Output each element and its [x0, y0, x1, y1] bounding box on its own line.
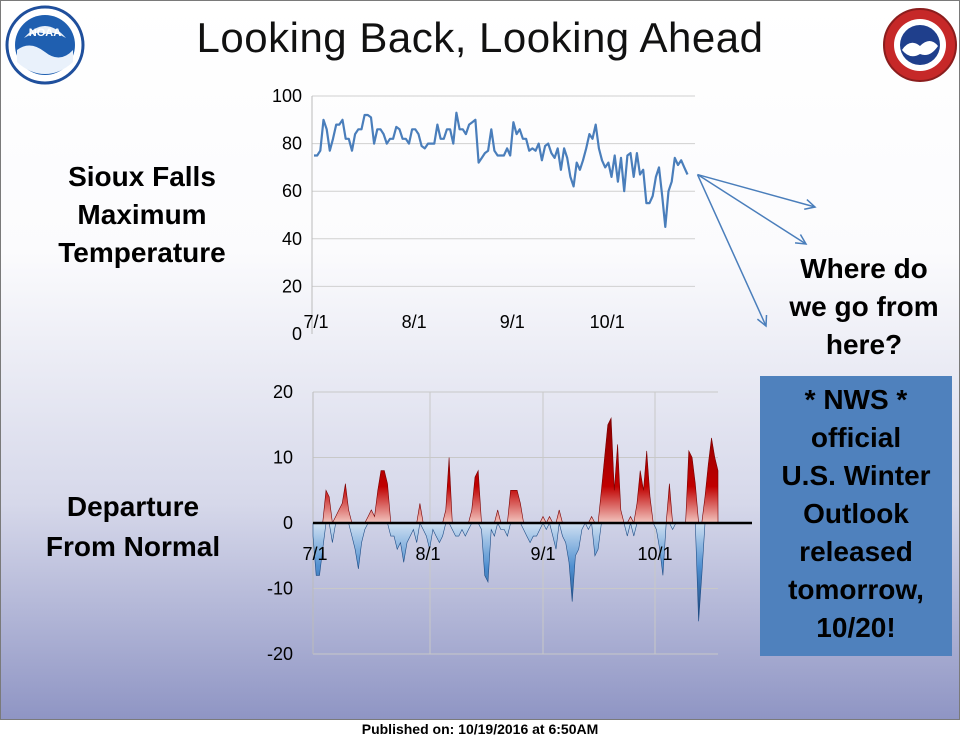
footer-published: Published on: 10/19/2016 at 6:50AM	[361, 721, 599, 737]
chart1-ytick-label: 0	[292, 324, 302, 344]
outlook-line7: 10/20!	[816, 612, 896, 643]
question-line1: Where do	[800, 253, 928, 284]
outlook-box	[760, 376, 952, 656]
departure-label-line2: From Normal	[45, 531, 221, 562]
question-line3: here?	[825, 329, 903, 360]
annotation-arrow	[697, 173, 816, 208]
question-text: Where do we go from here?	[760, 250, 960, 364]
annotation-arrowhead	[756, 314, 768, 328]
outlook-text: * NWS * official U.S. Winter Outlook rel…	[760, 381, 952, 647]
chart2-ytick-label: 10	[273, 448, 293, 468]
chart2-ytick-label: 20	[273, 382, 293, 402]
outlook-line6: tomorrow,	[788, 574, 924, 605]
question-line2: we go from	[789, 291, 939, 322]
chart1-ytick-label: 60	[282, 181, 302, 201]
max-temperature-label-line1: Sioux Falls	[68, 161, 216, 192]
chart1-xtick-label: 8/1	[402, 312, 427, 332]
annotation-arrow	[697, 173, 807, 245]
max-temperature-label-line2: Maximum	[77, 199, 207, 230]
chart2-ytick-label: -20	[267, 644, 293, 664]
chart1-xtick-label: 9/1	[500, 312, 525, 332]
departure-label: Departure From Normal	[18, 487, 248, 567]
annotation-arrowhead	[794, 234, 808, 245]
chart2-ytick-label: -10	[267, 579, 293, 599]
chart1-series-line	[314, 111, 689, 228]
chart1-ytick-label: 80	[282, 134, 302, 154]
outlook-line5: released	[799, 536, 913, 567]
departure-label-line1: Departure	[66, 491, 200, 522]
annotation-arrow	[696, 174, 767, 327]
chart2-positive-area	[313, 417, 719, 525]
max-temperature-label-line3: Temperature	[58, 237, 226, 268]
chart2-negative-area	[312, 521, 718, 622]
outlook-line3: U.S. Winter	[781, 460, 931, 491]
chart1-ytick-label: 20	[282, 276, 302, 296]
chart2-xtick-label: 7/1	[302, 544, 327, 564]
chart2-xtick-label: 9/1	[530, 544, 555, 564]
outlook-line1: * NWS *	[804, 384, 908, 415]
max-temperature-label: Sioux Falls Maximum Temperature	[28, 158, 256, 272]
outlook-line2: official	[810, 422, 902, 453]
page-title: Looking Back, Looking Ahead	[196, 14, 764, 61]
chart1-ytick-label: 40	[282, 229, 302, 249]
chart1-ytick-label: 100	[272, 86, 302, 106]
annotation-arrowhead	[804, 199, 817, 210]
chart1-xtick-label: 7/1	[303, 312, 328, 332]
chart1-xtick-label: 10/1	[590, 312, 625, 332]
chart2-ytick-label: 0	[283, 513, 293, 533]
chart2-xtick-label: 10/1	[637, 544, 672, 564]
chart2-xtick-label: 8/1	[415, 544, 440, 564]
outlook-line4: Outlook	[803, 498, 909, 529]
